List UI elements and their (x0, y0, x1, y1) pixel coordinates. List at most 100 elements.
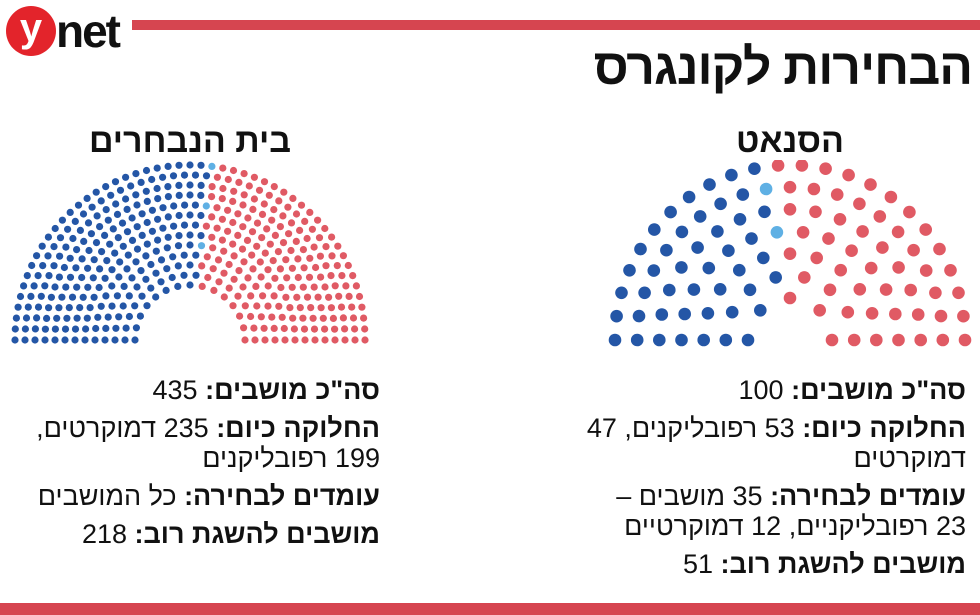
senate-seat-rep (830, 188, 844, 201)
senate-seat-rep (813, 304, 826, 317)
house-seat-rep (276, 265, 284, 273)
senate-seat-dem (675, 261, 688, 274)
house-seat-dem (51, 325, 60, 333)
house-seat-dem (197, 181, 205, 189)
house-seat-rep (240, 170, 248, 178)
house-seat-rep (297, 201, 306, 209)
senate-majority-row: מושבים להשגת רוב: 51 (586, 549, 966, 579)
house-seat-dem (84, 219, 93, 227)
house-seat-rep (341, 336, 349, 344)
house-seat-dem (175, 161, 183, 169)
house-seat-rep (229, 197, 237, 205)
house-seat-dem (186, 241, 194, 249)
house-total-label: סה"כ מושבים: (205, 375, 380, 405)
house-seat-dem (66, 208, 74, 216)
senate-seat-dem (675, 333, 688, 347)
house-seat-rep (224, 227, 232, 235)
senate-seat-rep (904, 283, 917, 297)
senate-total-label: סה"כ מושבים: (791, 375, 966, 405)
house-seat-rep (310, 243, 318, 251)
house-seat-rep (209, 244, 217, 252)
senate-seat-dem (663, 283, 676, 297)
senate-seat-chart (608, 160, 972, 347)
ynet-logo[interactable]: y net (6, 5, 136, 57)
senate-seat-dem (758, 205, 771, 219)
bottom-rule (0, 603, 980, 615)
house-seat-dem (180, 251, 188, 259)
house-seat-dem (90, 293, 98, 301)
senate-seat-rep (841, 305, 855, 319)
house-seat-rep (266, 240, 274, 248)
house-seat-rep (335, 292, 343, 300)
senate-seat-dem (754, 304, 767, 317)
house-seat-dem (152, 293, 160, 301)
house-seat-dem (112, 324, 120, 332)
house-seat-rep (287, 219, 296, 227)
house-seat-rep (280, 188, 288, 196)
house-seat-dem (58, 216, 66, 224)
senate-seat-ind (759, 182, 773, 196)
house-seat-rep (213, 224, 221, 232)
house-seat-rep (269, 257, 277, 265)
senate-seat-rep (889, 307, 902, 321)
house-seat-dem (154, 215, 162, 223)
house-seat-dem (69, 234, 77, 243)
house-seat-rep (249, 205, 257, 213)
house-seat-dem (56, 252, 64, 260)
house-seat-dem (103, 257, 111, 265)
senate-seat-rep (853, 197, 866, 211)
house-seat-dem (34, 272, 42, 280)
house-seat-rep (250, 173, 258, 181)
house-seat-rep (270, 183, 278, 191)
house-seat-dem (191, 221, 200, 229)
house-seat-rep (268, 216, 276, 224)
house-seat-rep (322, 262, 330, 270)
house-seat-dem (98, 248, 106, 256)
house-seat-dem (68, 293, 77, 301)
senate-seat-dem (701, 307, 715, 320)
house-seat-rep (253, 219, 262, 227)
house-seat-rep (240, 191, 248, 199)
senate-seat-rep (952, 286, 965, 300)
senate-seat-dem (655, 308, 669, 321)
house-seat-rep (349, 272, 357, 280)
house-seat-dem (106, 240, 114, 248)
house-seat-dem (191, 171, 200, 179)
house-seat-dem (120, 282, 128, 290)
house-split-row: החלוקה כיום: 235 דמוקרטים, 199 רפובליקני… (10, 413, 380, 473)
house-seat-rep (258, 210, 267, 218)
house-seat-dem (137, 267, 145, 275)
house-seat-dem (169, 253, 177, 261)
house-seat-dem (102, 183, 110, 191)
senate-seat-rep (834, 263, 847, 277)
house-seat-rep (351, 325, 359, 333)
house-seat-rep (213, 204, 221, 212)
house-seat-dem (83, 194, 91, 202)
house-seat-rep (257, 313, 265, 321)
house-seat-dem (96, 223, 104, 231)
house-seat-rep (265, 191, 273, 199)
senate-contest-label: עומדים לבחירה: (770, 481, 966, 511)
house-seat-dem (122, 195, 130, 203)
house-seat-dem (122, 173, 130, 181)
senate-seat-rep (936, 333, 950, 347)
senate-seat-rep (771, 160, 785, 172)
house-seat-dem (89, 274, 97, 282)
house-seat-dem (33, 314, 41, 322)
house-seat-dem (62, 283, 70, 291)
house-seat-rep (288, 264, 296, 272)
house-seat-dem (164, 213, 172, 221)
house-seat-dem (45, 272, 53, 280)
house-seat-dem (162, 286, 170, 294)
senate-seat-dem (697, 333, 710, 347)
house-seat-rep (314, 216, 322, 224)
house-seat-rep (220, 293, 228, 301)
house-seat-dem (119, 302, 127, 310)
house-seat-rep (259, 292, 267, 300)
house-seat-rep (349, 314, 358, 322)
house-seat-rep (275, 197, 283, 205)
house-seat-dem (79, 293, 87, 301)
house-seat-rep (334, 242, 342, 250)
house-seat-dem (60, 263, 68, 272)
house-seat-rep (219, 164, 227, 172)
